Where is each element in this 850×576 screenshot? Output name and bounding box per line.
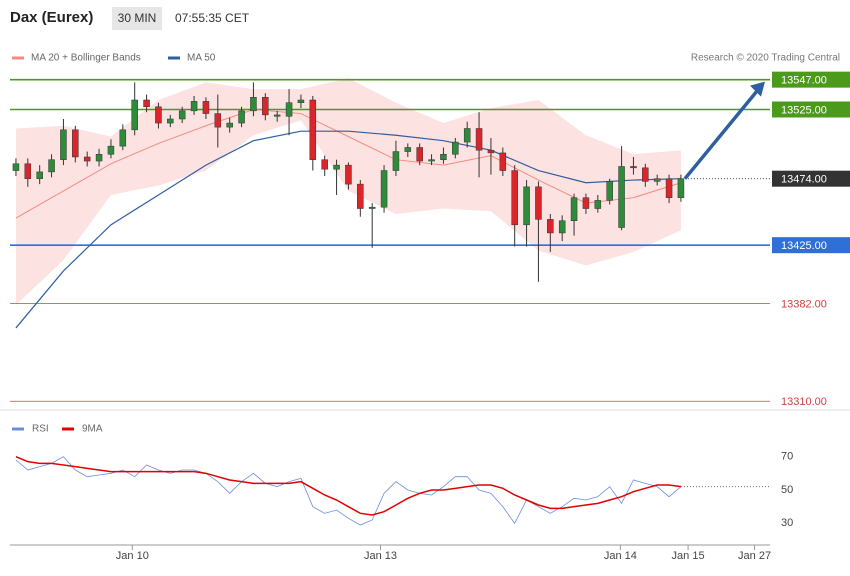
- level-label: 13310.00: [781, 396, 827, 408]
- time: 07:55:35 CET: [175, 11, 250, 25]
- forecast-arrow: [683, 87, 761, 180]
- candle-body: [345, 164, 352, 185]
- ma-line: [15, 108, 682, 219]
- candle-body: [630, 166, 637, 169]
- candle-body: [404, 147, 412, 152]
- bollinger-band: [15, 78, 681, 305]
- candle-body: [131, 99, 138, 131]
- candle-body: [285, 102, 293, 117]
- legend-label: MA 20 + Bollinger Bands: [31, 53, 141, 64]
- level-label: 13547.00: [781, 75, 827, 87]
- candle-body: [167, 118, 174, 124]
- candle-body: [416, 147, 423, 162]
- candle-body: [333, 164, 340, 170]
- interval-box: [112, 7, 162, 30]
- candle-body: [178, 110, 186, 120]
- candle-body: [499, 152, 507, 171]
- candle-body: [143, 99, 150, 108]
- candle-body: [155, 106, 162, 124]
- candle-body: [428, 159, 435, 162]
- level-box: [772, 170, 850, 187]
- candle-body: [582, 197, 590, 209]
- x-tick-label: Jan 15: [672, 550, 705, 562]
- candle-body: [463, 128, 471, 143]
- candle-body: [297, 99, 305, 103]
- candle-body: [357, 183, 364, 209]
- candle-body: [262, 97, 269, 116]
- y-tick-label: 50: [781, 484, 793, 496]
- candle-body: [653, 178, 661, 182]
- rsi-line: [15, 456, 682, 526]
- candle-body: [12, 163, 20, 171]
- candle-body: [475, 128, 483, 151]
- y-tick-label: 30: [781, 517, 793, 529]
- candle-body: [119, 129, 127, 147]
- candle-body: [535, 186, 542, 220]
- x-tick-label: Jan 10: [116, 550, 149, 562]
- legend-label: 9MA: [82, 424, 103, 435]
- candle-body: [250, 97, 257, 112]
- candle-body: [440, 154, 447, 160]
- ma-line: [15, 130, 681, 329]
- credit: Research © 2020 Trading Central: [691, 53, 840, 64]
- rsi-line: [15, 455, 682, 516]
- candle-body: [452, 141, 459, 155]
- candle-body: [214, 113, 222, 128]
- candle-body: [24, 163, 32, 179]
- candle-body: [523, 186, 530, 226]
- candle-body: [665, 178, 673, 198]
- x-tick-label: Jan 27: [738, 550, 771, 562]
- candle-body: [380, 170, 388, 208]
- candle-body: [273, 114, 281, 117]
- forecast-arrowhead: [750, 81, 765, 97]
- x-tick-label: Jan 13: [364, 550, 397, 562]
- title: Dax (Eurex): [10, 9, 93, 26]
- candle-body: [618, 166, 625, 228]
- legend-label: RSI: [32, 424, 49, 435]
- candle-body: [48, 159, 55, 173]
- candle-body: [321, 159, 328, 170]
- candle-body: [107, 145, 115, 155]
- candle-body: [677, 178, 685, 198]
- x-tick-label: Jan 14: [604, 550, 637, 562]
- y-tick-label: 70: [781, 451, 793, 463]
- candle-body: [190, 101, 198, 112]
- legend-label: MA 50: [187, 53, 216, 64]
- level-label: 13425.00: [781, 240, 827, 252]
- candle-body: [60, 129, 67, 160]
- candle-body: [202, 101, 210, 114]
- level-label: 13382.00: [781, 298, 827, 310]
- candle-body: [238, 110, 245, 124]
- candle-body: [594, 200, 602, 209]
- candle-body: [309, 99, 317, 160]
- level-box: [772, 237, 850, 254]
- candle-body: [72, 129, 79, 158]
- candle-body: [511, 170, 518, 226]
- candle-body: [558, 220, 566, 234]
- candle-body: [570, 197, 578, 222]
- level-box: [772, 71, 850, 88]
- candle-body: [226, 122, 233, 128]
- candle-body: [642, 167, 649, 182]
- candle-body: [36, 171, 43, 179]
- candle-body: [368, 206, 376, 209]
- level-label: 13474.00: [781, 174, 827, 186]
- candle-body: [83, 156, 91, 162]
- candle-body: [547, 219, 554, 234]
- candle-body: [487, 149, 495, 154]
- level-box: [772, 101, 850, 118]
- candle-body: [392, 151, 400, 171]
- level-label: 13525.00: [781, 104, 827, 116]
- interval: 30 MIN: [118, 11, 157, 25]
- candle-body: [606, 181, 613, 201]
- candle-body: [95, 154, 103, 162]
